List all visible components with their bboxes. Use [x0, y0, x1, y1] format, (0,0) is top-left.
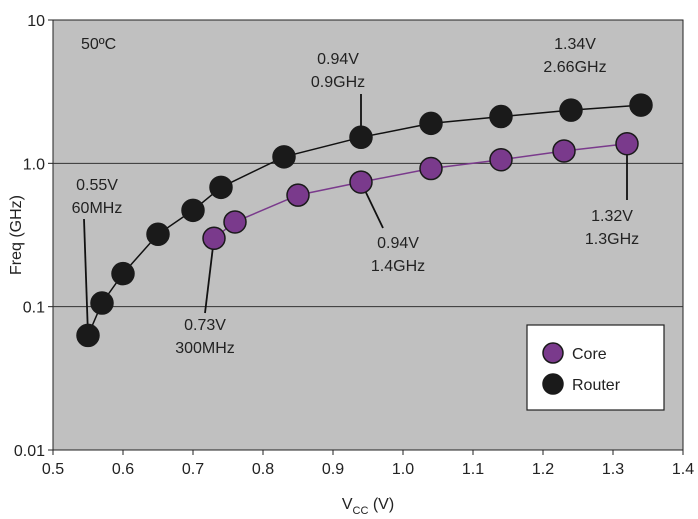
data-point-core: [489, 147, 513, 172]
x-tick-label: 1.2: [532, 461, 554, 478]
x-tick-label: 1.3: [602, 461, 624, 478]
x-axis-label-unit: (V): [368, 496, 394, 513]
annotation-line: 0.94V: [317, 51, 359, 68]
data-point-router: [559, 98, 583, 122]
x-axis-label-main: V: [342, 496, 353, 513]
legend-label-core: Core: [572, 346, 607, 363]
annotation-line: 60MHz: [72, 200, 123, 217]
legend-marker-router: [542, 373, 564, 395]
x-tick-label: 0.7: [182, 461, 204, 478]
annotation-0.55v: 0.55V 60MHz: [72, 177, 123, 217]
x-tick-label: 0.8: [252, 461, 274, 478]
x-tick-label: 0.6: [112, 461, 134, 478]
data-point-router: [146, 222, 170, 247]
x-tick-label: 1.1: [462, 461, 484, 478]
data-point-core: [419, 156, 443, 181]
data-point-router: [111, 261, 135, 286]
y-tick-label: 10: [27, 13, 45, 30]
x-tick-label: 0.9: [322, 461, 344, 478]
data-point-router: [90, 291, 114, 315]
x-axis-label-sub: CC: [353, 505, 369, 517]
annotation-0.94v-router: 0.94V 0.9GHz: [311, 51, 365, 91]
legend-box: [526, 324, 665, 411]
annotation-line: 0.73V: [184, 317, 226, 334]
y-axis-label: Freq (GHz): [8, 195, 25, 275]
annotation-line: 1.34V: [554, 36, 596, 53]
condition-label: 50ºC: [81, 36, 116, 53]
y-tick-label: 0.1: [23, 300, 45, 317]
data-point-router: [209, 175, 233, 200]
y-tick-label: 0.01: [14, 443, 45, 460]
data-points: [76, 93, 653, 348]
annotation-line: 1.3GHz: [585, 231, 639, 248]
data-point-router: [272, 145, 296, 169]
data-point-router: [349, 125, 373, 150]
data-point-router: [181, 198, 205, 223]
data-point-router: [489, 104, 513, 129]
legend-marker-core: [542, 342, 564, 364]
data-point-core: [615, 131, 639, 156]
y-tick-label: 1.0: [23, 156, 45, 173]
annotation-line: 2.66GHz: [543, 59, 606, 76]
data-point-router: [419, 111, 443, 136]
data-point-router: [629, 93, 653, 117]
x-tick-label: 0.5: [42, 461, 64, 478]
annotation-0.94v-core: 0.94V 1.4GHz: [371, 235, 425, 275]
axes: 0.5 0.6 0.7 0.8 0.9 1.0 1.1 1.2 1.3 1.4 10 1.0 0.1 0.…: [14, 13, 694, 478]
data-point-core: [349, 170, 373, 194]
legend: Core Router: [526, 324, 665, 411]
x-tick-label: 1.4: [672, 461, 694, 478]
annotation-1.34v: 1.34V 2.66GHz: [543, 36, 606, 76]
annotation-line: 0.94V: [377, 235, 419, 252]
annotation-1.32v: 1.32V 1.3GHz: [585, 208, 639, 248]
annotation-0.73v: 0.73V 300MHz: [175, 317, 235, 357]
annotation-line: 0.55V: [76, 177, 118, 194]
annotation-line: 1.32V: [591, 208, 633, 225]
grid: [53, 162, 683, 308]
data-point-core: [552, 139, 576, 163]
data-point-core: [223, 210, 247, 234]
annotation-leader: [204, 238, 215, 314]
x-tick-label: 1.0: [392, 461, 414, 478]
data-point-router: [76, 323, 100, 348]
x-axis-label: VCC (V): [342, 496, 394, 517]
data-point-core: [202, 226, 226, 251]
annotation-line: 300MHz: [175, 340, 235, 357]
annotation-line: 1.4GHz: [371, 258, 425, 275]
data-point-core: [286, 183, 310, 207]
legend-label-router: Router: [572, 377, 621, 394]
annotation-line: 0.9GHz: [311, 74, 365, 91]
annotation-leader: [83, 218, 89, 336]
